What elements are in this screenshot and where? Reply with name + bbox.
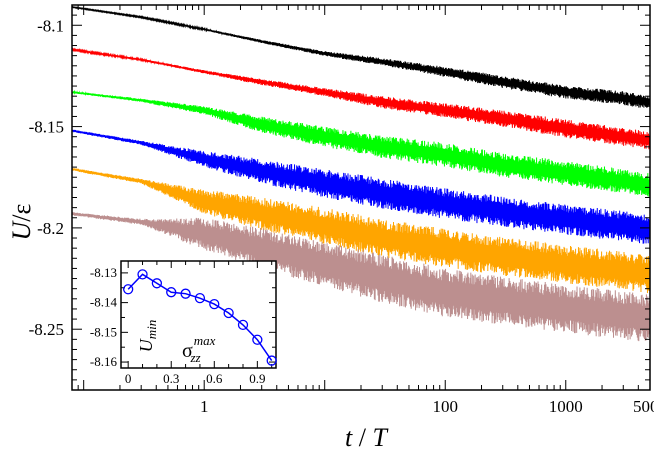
inset-annotation-sigma: σ (182, 340, 193, 362)
inset-y-tick-label: -8.16 (90, 354, 118, 369)
y-axis-title-epsilon: ε (7, 203, 36, 214)
y-tick-label: -8.25 (29, 320, 64, 339)
inset-y-axis-title: Umin (136, 320, 159, 353)
inset-annotation-sub: zz (189, 350, 200, 365)
y-axis-title-sep: / (7, 214, 36, 222)
inset-data-point (151, 278, 163, 289)
inset-data-point (180, 288, 191, 299)
y-tick-label: -8.2 (37, 219, 64, 238)
series-line-rosybrown (71, 212, 651, 342)
inset-background (121, 261, 276, 368)
x-axis-title-t: t (345, 423, 353, 452)
inset-data-point (252, 334, 263, 345)
main-axes-group: 1 100 1000 5000 -8.1 -8.15 -8.2 -8.25 (29, 4, 654, 416)
x-axis-title-T: T (373, 423, 389, 452)
x-axis-title: t / T (345, 423, 388, 452)
inset-data-point (209, 298, 220, 310)
inset-data-point (137, 269, 148, 280)
inset-data-point (166, 287, 177, 298)
inset-frame (120, 260, 277, 369)
inset-y-title-sub: min (144, 320, 159, 340)
x-tick-label: 100 (432, 397, 458, 416)
inset-annotation-sup: max (194, 333, 216, 348)
series-line-black (71, 5, 651, 108)
x-tick-label: 1 (200, 397, 209, 416)
inset-data-point (223, 307, 234, 319)
x-axis-title-sep: / (352, 423, 372, 452)
inset-x-tick-label: 0.9 (249, 371, 265, 386)
y-tick-label: -8.1 (37, 16, 64, 35)
inset-y-tick-label: -8.13 (90, 265, 117, 280)
inset-series-line (127, 273, 273, 361)
inset-y-title-u: U (136, 338, 156, 352)
series-line-blue (71, 129, 651, 244)
inset-group: 0 0.3 0.6 0.9 -8.13 -8.14 -8.15 -8.16 (90, 260, 277, 386)
inset-x-tick-label: 0.6 (206, 371, 223, 386)
inset-data-point (266, 355, 277, 366)
inset-data-point (194, 293, 206, 304)
inset-y-tick-label: -8.15 (90, 324, 117, 339)
x-tick-label: 1000 (549, 397, 583, 416)
main-series-group (71, 5, 651, 342)
inset-y-tick-label: -8.14 (90, 295, 118, 310)
inset-annotation: σmax zz (182, 333, 216, 365)
series-line-red (71, 47, 651, 150)
x-tick-label: 5000 (633, 397, 654, 416)
inset-x-tick-label: 0 (125, 371, 132, 386)
y-tick-label: -8.15 (29, 118, 64, 137)
inset-data-point (123, 284, 134, 295)
y-axis-title-u: U (7, 219, 36, 240)
series-line-orange (71, 168, 651, 293)
inset-data-point (237, 319, 249, 331)
y-axis-title: U/ε (7, 203, 36, 240)
series-line-green (71, 89, 651, 197)
inset-x-tick-label: 0.3 (163, 371, 179, 386)
